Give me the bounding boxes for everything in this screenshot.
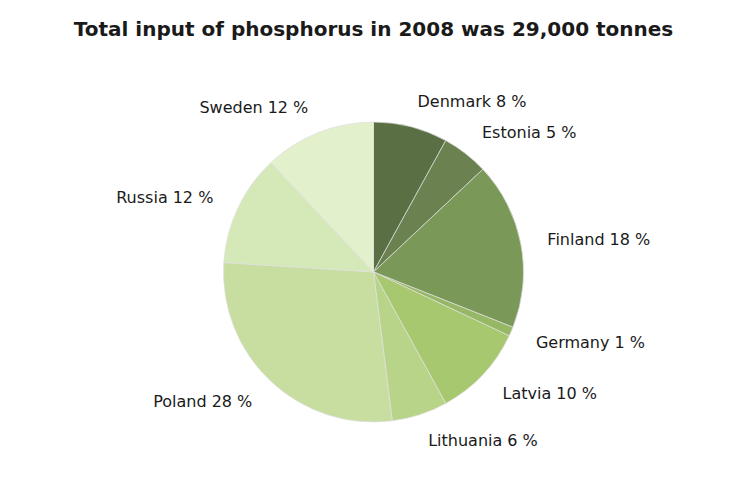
label-category: Finland [547,229,604,248]
label-value: 5 % [546,123,576,142]
label-value: 28 % [212,392,253,411]
label-value: 1 % [614,333,644,352]
slice-label: Germany1 % [536,333,645,352]
pie [223,122,523,422]
slice-label: Finland 18 % [547,229,650,248]
chart-svg: Total input of phosphorus in 2008 was 29… [0,0,747,495]
label-value: 8 % [496,91,526,110]
label-category: Poland [153,392,206,411]
label-value: 12 % [173,187,214,206]
slice-label: Estonia 5 % [482,123,576,142]
label-category: Lithuania [428,431,502,450]
label-category: Russia [116,187,167,206]
label-category: Germany [536,333,610,352]
label-category: Estonia [482,123,541,142]
slice-label: Lithuania 6 % [428,431,538,450]
slice-label: Sweden 12 % [199,98,308,117]
label-category: Sweden [199,98,262,117]
slice [271,122,374,272]
chart-container: Total input of phosphorus in 2008 was 29… [0,0,747,495]
label-category: Latvia [503,384,552,403]
label-category: Denmark [418,91,492,110]
slice-label: Denmark8 % [418,91,527,110]
label-value: 18 % [610,229,651,248]
label-value: 6 % [507,431,537,450]
slice-label: Poland 28 % [153,392,252,411]
slice-label: Latvia10 % [503,384,597,403]
title: Total input of phosphorus in 2008 was 29… [74,17,674,41]
labels: Denmark8 % Estonia 5 % Finland 18 % Germany1 … [116,91,650,450]
slice-label: Russia 12 % [116,187,213,206]
background [0,0,747,495]
label-value: 12 % [268,98,309,117]
label-value: 10 % [556,384,597,403]
